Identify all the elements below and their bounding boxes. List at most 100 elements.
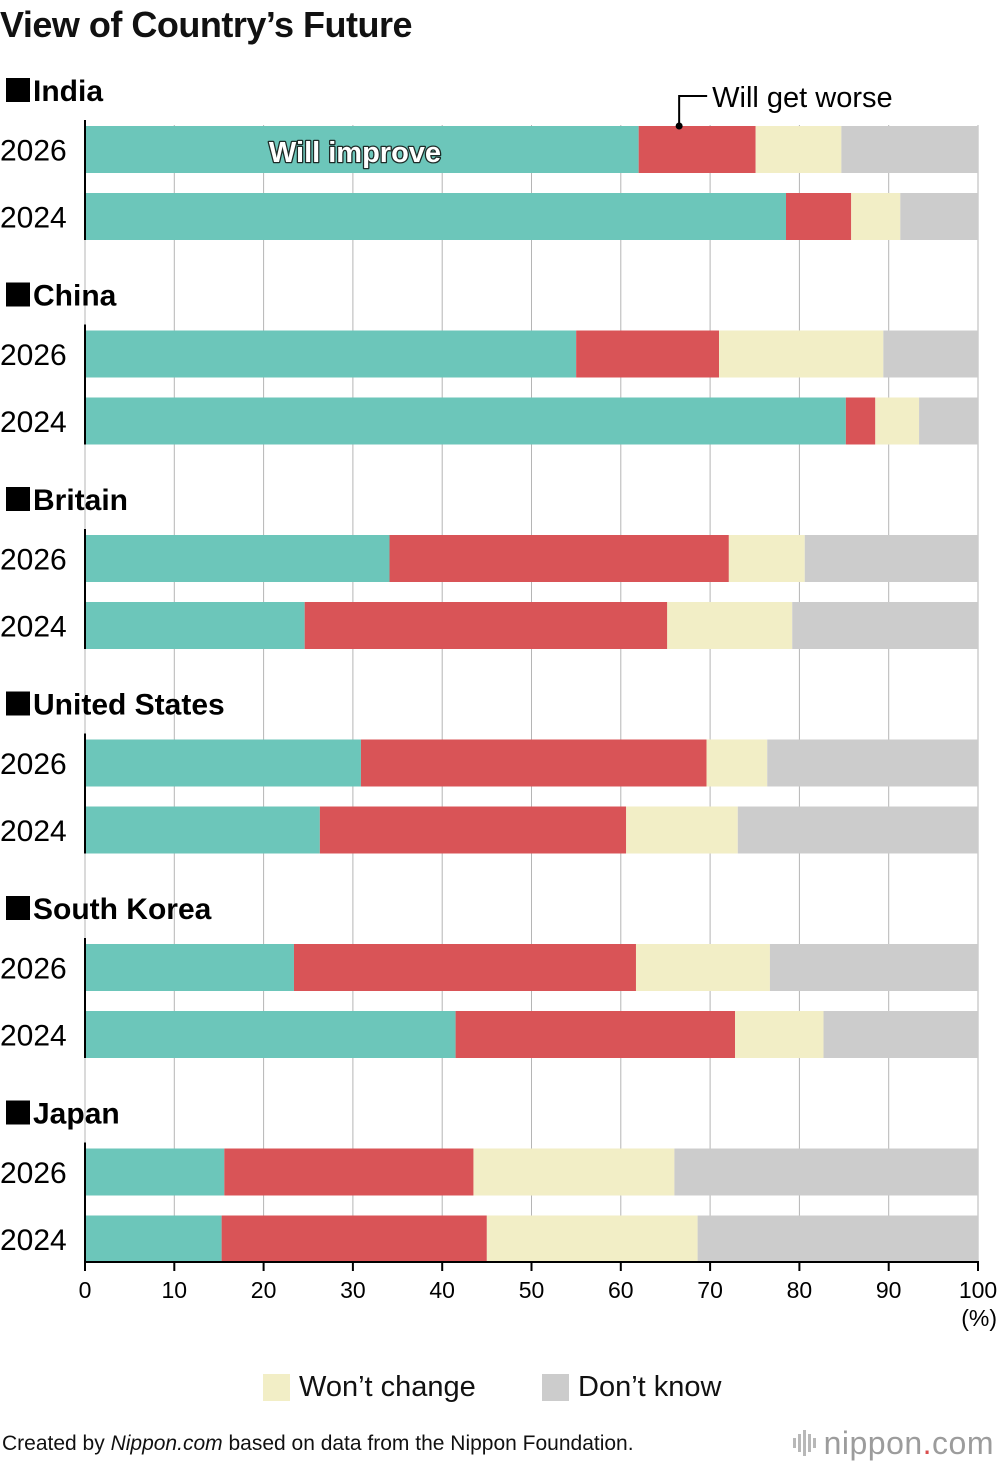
year-label-india-2026: 2026: [0, 135, 67, 168]
legend-item-dont-know: Don’t know: [542, 1370, 721, 1404]
x-tick-label-10: 10: [162, 1277, 188, 1303]
bar-united-states-2024-worse: [319, 806, 627, 854]
bar-japan-2026-improve: [85, 1148, 225, 1196]
bar-india-2026-worse: [638, 126, 756, 173]
bar-japan-2024-wont-change: [486, 1215, 698, 1263]
group-marker-britain: [6, 487, 30, 511]
bar-india-2024-dont-know: [900, 193, 978, 240]
bar-china-2024-dont-know: [919, 397, 978, 445]
bar-united-states-2024-wont-change: [626, 806, 738, 854]
year-label-britain-2024: 2024: [0, 611, 67, 644]
annotation-will-improve: Will improve: [269, 137, 441, 169]
source-site: Nippon.com: [110, 1432, 223, 1455]
legend-item-wont-change: Won’t change: [263, 1370, 476, 1404]
bar-south-korea-2024-wont-change: [735, 1011, 824, 1058]
bar-india-2026-improve: [85, 126, 639, 173]
year-label-britain-2026: 2026: [0, 544, 67, 577]
bar-south-korea-2026-wont-change: [635, 944, 770, 991]
bar-china-2026-wont-change: [719, 330, 884, 378]
x-tick-label-80: 80: [787, 1277, 813, 1303]
bar-china-2024-worse: [845, 397, 876, 445]
bar-india-2026-wont-change: [755, 126, 842, 173]
bar-britain-2024-dont-know: [792, 602, 978, 649]
bar-china-2024-improve: [85, 397, 846, 445]
x-tick-label-90: 90: [876, 1277, 902, 1303]
group-marker-south-korea: [6, 896, 30, 920]
bar-britain-2024-worse: [304, 602, 668, 649]
group-label-united-states: United States: [33, 689, 225, 722]
bar-britain-2026-improve: [85, 535, 390, 582]
bar-india-2024-improve: [85, 193, 787, 240]
bar-united-states-2026-wont-change: [706, 739, 768, 787]
group-label-japan: Japan: [33, 1098, 120, 1131]
bar-united-states-2024-improve: [85, 806, 320, 854]
legend-swatch-wont-change: [263, 1373, 290, 1401]
legend-label-wont-change: Won’t change: [299, 1370, 476, 1403]
bar-united-states-2026-dont-know: [767, 739, 978, 787]
x-tick-label-50: 50: [519, 1277, 545, 1303]
source-prefix: Created by: [2, 1432, 111, 1455]
group-label-britain: Britain: [33, 484, 128, 517]
nippon-logo: nippon.com: [792, 1424, 994, 1461]
bar-japan-2026-dont-know: [674, 1148, 978, 1196]
bar-britain-2026-dont-know: [804, 535, 978, 582]
logo-wordmark: nippon.com: [823, 1424, 994, 1461]
bar-china-2026-improve: [85, 330, 577, 378]
bar-britain-2024-wont-change: [667, 602, 793, 649]
year-label-south-korea-2024: 2024: [0, 1020, 67, 1053]
bar-china-2024-wont-change: [875, 397, 920, 445]
year-label-japan-2024: 2024: [0, 1224, 67, 1257]
year-label-south-korea-2026: 2026: [0, 953, 67, 986]
bar-britain-2026-wont-change: [728, 535, 805, 582]
group-label-india: India: [33, 75, 103, 108]
bar-japan-2024-dont-know: [697, 1215, 978, 1263]
group-label-china: China: [33, 280, 117, 313]
stacked-bar-chart: India20262024China20262024Britain2026202…: [0, 75, 997, 1331]
bar-south-korea-2026-worse: [293, 944, 636, 991]
group-marker-india: [6, 78, 30, 102]
bar-south-korea-2024-improve: [85, 1011, 456, 1058]
annotation-will-get-worse: Will get worse: [712, 82, 893, 114]
x-tick-label-60: 60: [608, 1277, 634, 1303]
year-label-japan-2026: 2026: [0, 1157, 67, 1190]
group-marker-united-states: [6, 691, 30, 716]
x-tick-label-30: 30: [340, 1277, 366, 1303]
bar-south-korea-2026-improve: [85, 944, 294, 991]
bar-britain-2024-improve: [85, 602, 305, 649]
bar-south-korea-2026-dont-know: [769, 944, 978, 991]
bar-britain-2026-worse: [389, 535, 729, 582]
bar-japan-2026-wont-change: [473, 1148, 675, 1196]
x-tick-label-70: 70: [697, 1277, 723, 1303]
x-tick-label-100: 100: [959, 1277, 997, 1303]
legend-label-dont-know: Don’t know: [578, 1370, 722, 1403]
bar-china-2026-worse: [576, 330, 720, 378]
x-axis-unit-label: (%): [961, 1305, 997, 1331]
logo-bars-icon: [792, 1430, 818, 1456]
bar-china-2026-dont-know: [883, 330, 978, 378]
bar-japan-2024-worse: [221, 1215, 487, 1263]
bar-south-korea-2024-worse: [455, 1011, 736, 1058]
year-label-china-2024: 2024: [0, 406, 67, 439]
year-label-united-states-2024: 2024: [0, 815, 67, 848]
bar-japan-2024-improve: [85, 1215, 222, 1263]
x-tick-label-0: 0: [79, 1277, 92, 1303]
year-label-china-2026: 2026: [0, 339, 67, 372]
group-marker-japan: [6, 1100, 30, 1125]
bar-india-2024-wont-change: [851, 193, 901, 240]
group-label-south-korea: South Korea: [33, 893, 212, 926]
bar-united-states-2026-worse: [360, 739, 707, 787]
year-label-united-states-2026: 2026: [0, 748, 67, 781]
source-note: Created by Nippon.com based on data from…: [2, 1432, 634, 1456]
bar-united-states-2024-dont-know: [737, 806, 978, 854]
chart-title: View of Country’s Future: [0, 4, 413, 45]
group-marker-china: [6, 282, 30, 307]
year-label-india-2024: 2024: [0, 202, 67, 235]
x-tick-label-20: 20: [251, 1277, 277, 1303]
source-suffix: based on data from the Nippon Foundation…: [222, 1432, 634, 1455]
bar-india-2024-worse: [786, 193, 852, 240]
bar-india-2026-dont-know: [841, 126, 978, 173]
annotation-worse-leader: [678, 95, 708, 126]
bar-united-states-2026-improve: [85, 739, 361, 787]
legend-swatch-dont-know: [542, 1373, 569, 1401]
x-tick-label-40: 40: [429, 1277, 455, 1303]
